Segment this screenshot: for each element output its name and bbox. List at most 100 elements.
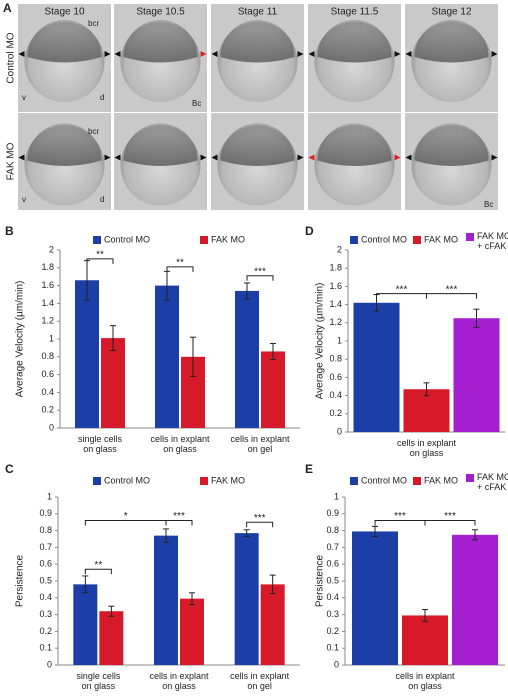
y-tick-label: 0.8 — [326, 525, 339, 535]
legend-swatch — [350, 477, 358, 485]
blastocoel-roof — [220, 123, 295, 166]
legend-label: Control MO — [361, 234, 407, 244]
error-bar — [472, 529, 478, 541]
arrowhead — [308, 154, 315, 161]
photo-annotation: v — [22, 195, 26, 204]
panel-label: C — [5, 462, 14, 476]
error-bar — [473, 308, 480, 328]
significance-label: *** — [173, 511, 185, 522]
arrowhead — [18, 51, 25, 57]
arrowhead — [491, 51, 498, 57]
panel-a: A Control MO Stage 10 Stage 10.5 Stage 11 Sta… — [3, 1, 498, 210]
bar — [101, 338, 125, 428]
y-tick-label: 0.9 — [39, 508, 52, 518]
significance-label: *** — [394, 511, 406, 522]
legend-swatch — [200, 236, 208, 244]
y-tick-label: 0.6 — [39, 559, 52, 569]
significance-label: ** — [96, 250, 104, 261]
y-tick-label: 0.1 — [326, 643, 339, 653]
y-tick-label: 0 — [47, 659, 52, 669]
y-tick-label: 0.4 — [326, 592, 339, 602]
photo-annotation: d — [100, 195, 104, 204]
bar — [155, 285, 179, 428]
stage-label: Stage 11.5 — [331, 7, 379, 18]
bar — [261, 351, 285, 428]
y-tick-label: 1.8 — [329, 263, 342, 273]
x-tick-label: single cells on glass — [76, 671, 121, 691]
photo-annotation: Bc — [484, 200, 493, 209]
row-label: Control MO — [6, 32, 17, 83]
y-tick-label: 0.6 — [329, 372, 342, 382]
error-bar — [423, 382, 430, 397]
y-tick-label: 0.4 — [39, 592, 52, 602]
y-tick-label: 2 — [49, 244, 54, 254]
significance-label: *** — [444, 511, 456, 522]
panel-label: B — [5, 224, 14, 238]
legend-label: Control MO — [104, 475, 150, 485]
bar — [353, 302, 400, 432]
significance-bracket — [86, 258, 114, 264]
legend-swatch — [466, 474, 474, 482]
arrowhead — [405, 51, 412, 57]
y-tick-label: 1.8 — [41, 262, 54, 272]
significance-bracket — [166, 266, 194, 272]
y-tick-label: 0 — [49, 422, 54, 432]
significance-label: *** — [254, 266, 266, 277]
y-tick-label: 1.4 — [41, 298, 54, 308]
y-tick-label: 0.7 — [326, 542, 339, 552]
significance-label: *** — [254, 513, 266, 524]
blastocoel-roof — [123, 20, 198, 63]
bar — [403, 389, 450, 432]
error-bar — [82, 575, 89, 594]
y-tick-label: 0.2 — [41, 405, 54, 415]
arrowhead — [308, 51, 315, 57]
arrowhead — [297, 154, 304, 161]
legend-swatch — [466, 233, 474, 241]
significance-bracket — [246, 275, 274, 281]
stage-label: Stage 10.5 — [136, 7, 185, 18]
row-label: FAK MO — [6, 142, 17, 180]
error-bar — [243, 529, 250, 537]
arrowhead — [18, 154, 25, 161]
significance-label: *** — [446, 284, 458, 295]
x-tick-label: cells in explant on gel — [230, 434, 290, 454]
stage-label: Stage 10 — [44, 7, 84, 18]
error-bar — [190, 336, 196, 377]
arrowhead — [104, 51, 111, 57]
legend-label: FAK MO — [424, 234, 458, 244]
arrowhead — [405, 154, 412, 161]
legend-label: FAK MO + cFAK — [477, 472, 508, 492]
legend-swatch — [413, 477, 421, 485]
y-tick-label: 0 — [334, 659, 339, 669]
y-tick-label: 0.4 — [329, 390, 342, 400]
y-axis-label: Persistence — [315, 554, 326, 607]
significance-bracket — [426, 293, 477, 299]
y-tick-label: 0.2 — [39, 626, 52, 636]
bar — [99, 611, 124, 665]
y-tick-label: 0.6 — [41, 369, 54, 379]
arrowhead — [211, 51, 218, 57]
charts: B Average Velocity (µm/min) 0 0.2 0.4 0.6 0.8 1… — [5, 224, 508, 691]
y-tick-label: 1.6 — [41, 280, 54, 290]
y-tick-label: 0.9 — [326, 508, 339, 518]
blastocoel-roof — [414, 123, 489, 166]
blastocoel-roof — [317, 20, 392, 63]
significance-bracket — [165, 520, 193, 526]
panel-label: E — [305, 462, 313, 476]
legend-label: Control MO — [104, 234, 150, 244]
y-tick-label: 0.2 — [326, 626, 339, 636]
panel-label: A — [3, 1, 12, 15]
blastocoel-roof — [317, 123, 392, 166]
legend-label: Control MO — [361, 475, 407, 485]
chart: C Persistence 0 0.1 0.2 0.3 0.4 0.5 0.6 0.7 0.8 0.9… — [5, 462, 300, 691]
blastocoel-roof — [123, 123, 198, 166]
significance-bracket — [84, 568, 112, 575]
bar — [180, 598, 204, 665]
error-bar — [189, 592, 195, 606]
blastocoel-roof — [220, 20, 295, 63]
bar — [73, 584, 98, 665]
y-tick-label: 1.4 — [329, 299, 342, 309]
blastocoel-roof — [27, 123, 102, 166]
arrowhead — [394, 51, 401, 57]
